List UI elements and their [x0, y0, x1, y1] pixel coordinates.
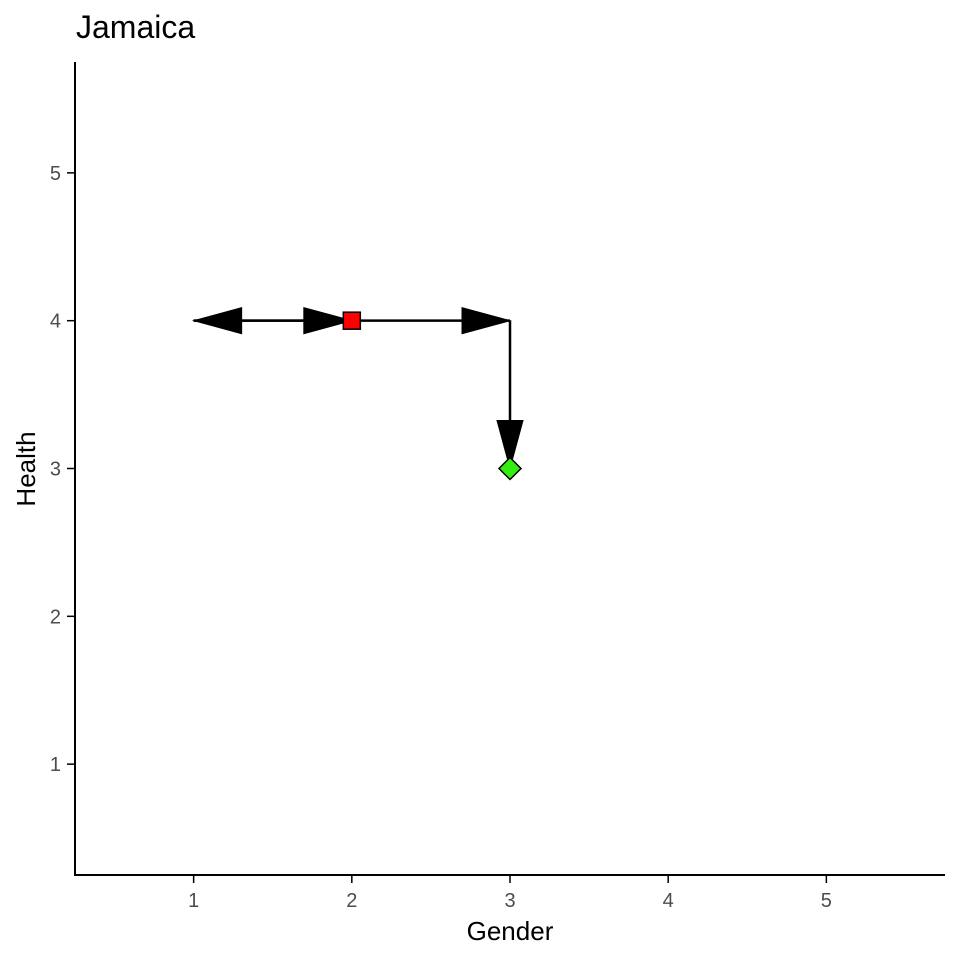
arrow [193, 307, 354, 335]
y-ticks-layer: 1 2 3 4 5 [50, 163, 75, 776]
arrow-head [461, 307, 512, 335]
x-tick-label: 2 [346, 890, 357, 912]
arrow [351, 307, 512, 335]
point-diamond [497, 456, 523, 481]
x-tick-label: 4 [663, 890, 674, 912]
y-tick-label: 2 [50, 606, 61, 628]
arrow-head [303, 307, 354, 335]
y-axis-title: Health [11, 431, 41, 506]
y-tick-label: 3 [50, 459, 61, 481]
x-tick-label: 3 [504, 890, 515, 912]
chart-title: Jamaica [76, 9, 195, 45]
y-tick-label: 5 [50, 163, 61, 185]
x-ticks-layer: 1 2 3 4 5 [188, 875, 832, 912]
x-axis-title: Gender [467, 916, 554, 946]
y-tick-label: 1 [50, 754, 61, 776]
arrows-layer [191, 307, 524, 471]
point-square [342, 311, 362, 330]
x-tick-label: 5 [821, 890, 832, 912]
x-tick-label: 1 [188, 890, 199, 912]
arrow-head [496, 420, 524, 471]
y-tick-label: 4 [50, 311, 61, 333]
points-layer [342, 311, 523, 481]
arrow [496, 320, 524, 471]
